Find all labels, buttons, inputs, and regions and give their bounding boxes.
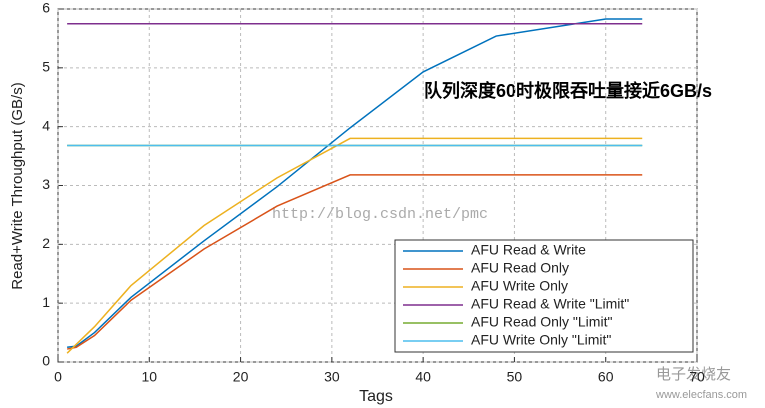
y-tick-label: 5 <box>42 59 50 75</box>
x-tick-label: 70 <box>689 369 705 385</box>
x-tick-label: 50 <box>507 369 523 385</box>
y-tick-label: 2 <box>42 235 50 251</box>
watermark: http://blog.csdn.net/pmc <box>272 206 488 223</box>
legend-label: AFU Read Only "Limit" <box>471 314 612 330</box>
y-tick-label: 0 <box>42 353 50 369</box>
y-tick-label: 4 <box>42 117 50 133</box>
legend-label: AFU Write Only "Limit" <box>471 332 611 348</box>
logo-text: 电子发烧友 <box>656 366 731 383</box>
x-tick-label: 30 <box>324 369 340 385</box>
y-axis-label: Read+Write Throughput (GB/s) <box>9 82 26 289</box>
y-tick-label: 3 <box>42 176 50 192</box>
x-tick-label: 0 <box>54 369 62 385</box>
x-tick-label: 60 <box>598 369 614 385</box>
x-tick-label: 40 <box>415 369 431 385</box>
logo-url: www.elecfans.com <box>655 389 747 401</box>
series-line <box>66 174 643 350</box>
series-line <box>67 18 643 349</box>
x-axis-label: Tags <box>359 388 393 405</box>
y-tick-label: 1 <box>42 294 50 310</box>
legend-label: AFU Read & Write <box>471 242 586 258</box>
x-tick-label: 10 <box>141 369 157 385</box>
legend-label: AFU Read & Write "Limit" <box>471 296 629 312</box>
annotation: 队列深度60时极限吞吐量接近6GB/s <box>424 80 712 101</box>
legend-label: AFU Read Only <box>471 260 569 276</box>
x-tick-label: 20 <box>233 369 249 385</box>
legend-label: AFU Write Only <box>471 278 568 294</box>
legend-box <box>394 239 694 353</box>
y-tick-label: 6 <box>42 0 50 16</box>
